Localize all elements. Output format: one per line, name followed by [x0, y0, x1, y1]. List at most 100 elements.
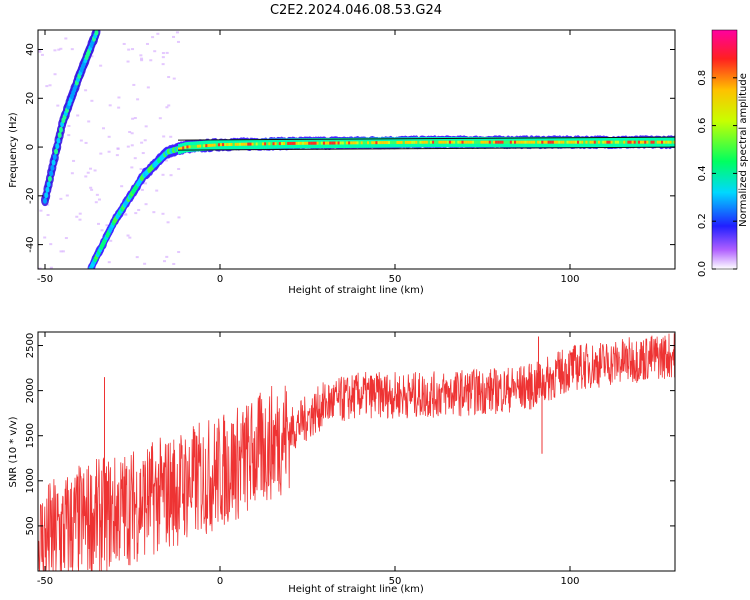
band-core — [270, 142, 274, 146]
snr-x-tick-label: -50 — [37, 576, 53, 587]
band-core — [671, 140, 675, 144]
spectrogram-x-ticks: -50 0 50 100 — [37, 30, 580, 285]
noise-dot — [64, 37, 68, 40]
band-core — [327, 141, 331, 145]
band-core — [272, 142, 276, 146]
band-core — [341, 141, 345, 145]
band-core — [322, 141, 326, 145]
band-core — [661, 140, 664, 144]
band-core — [442, 140, 446, 144]
noise-dot — [131, 117, 135, 120]
snr-line — [38, 333, 675, 571]
noise-dot — [70, 172, 74, 175]
band-core — [232, 142, 236, 146]
band-core — [276, 142, 280, 146]
noise-dot — [59, 250, 63, 253]
noise-dot — [163, 260, 167, 263]
band-core — [184, 145, 188, 149]
band-core — [249, 142, 253, 146]
noise-dot — [116, 147, 120, 150]
band-core — [432, 140, 436, 144]
band-core — [480, 140, 484, 144]
noise-dot — [78, 212, 82, 215]
noise-dot — [144, 182, 148, 185]
noise-dot — [128, 130, 132, 133]
spectrogram-y-tick-label: -40 — [25, 236, 36, 252]
noise-dot — [87, 120, 91, 123]
band-core — [419, 140, 423, 144]
noise-dot — [84, 175, 88, 178]
noise-dot — [152, 211, 156, 214]
band-core — [469, 140, 473, 144]
band-core — [434, 140, 438, 144]
band-core — [186, 145, 190, 149]
band-core — [514, 140, 517, 144]
noise-dot — [43, 236, 47, 239]
band-core — [220, 143, 223, 147]
noise-dot — [137, 208, 141, 211]
band-core — [430, 140, 433, 144]
band-core — [381, 141, 385, 145]
band-core — [287, 141, 291, 145]
noise-dot — [161, 56, 165, 59]
band-core — [451, 140, 454, 144]
band-core — [274, 142, 278, 146]
band-core — [350, 141, 354, 145]
spectrogram-y-tick-label: -20 — [25, 188, 36, 204]
band-core — [673, 140, 675, 144]
band-core — [570, 140, 574, 144]
band-core — [652, 140, 656, 144]
band-core — [264, 142, 268, 146]
noise-dot — [124, 213, 128, 216]
colorbar-tick-label: 0.2 — [697, 213, 708, 229]
noise-dot — [161, 173, 165, 176]
trace-blob-inner — [50, 164, 55, 171]
noise-dot — [132, 83, 136, 86]
noise-dot — [130, 144, 134, 147]
snr-panel: -50 0 50 100 500 1000 1500 2000 2500 Height of … — [8, 331, 676, 595]
noise-dot — [105, 224, 109, 227]
band-core — [385, 141, 389, 145]
band-core — [356, 141, 360, 145]
noise-dot — [79, 139, 83, 142]
band-core — [394, 140, 398, 144]
snr-x-tick-label: 0 — [217, 576, 223, 587]
band-core — [301, 141, 305, 145]
noise-dot — [139, 167, 143, 170]
band-edge-bottom — [177, 146, 675, 151]
band-core — [192, 145, 196, 149]
band-core — [505, 140, 509, 144]
band-core — [566, 140, 570, 144]
noise-dot — [108, 104, 112, 107]
snr-y-tick-label: 2000 — [25, 378, 36, 403]
chart-title: C2E2.2024.046.08.53.G24 — [270, 3, 442, 18]
band-core — [518, 140, 522, 144]
band-core — [461, 140, 465, 144]
band-core — [402, 140, 406, 144]
noise-dot — [39, 209, 43, 212]
band-core — [549, 140, 553, 144]
noise-dot — [126, 60, 130, 63]
band-edge-top — [177, 136, 675, 141]
noise-dot — [126, 145, 130, 148]
band-core — [354, 141, 358, 145]
noise-dot — [134, 212, 138, 215]
band-core — [541, 140, 545, 144]
band-core — [188, 145, 192, 149]
spectrogram-y-tick-label: 0 — [25, 144, 36, 150]
noise-dot — [93, 169, 97, 172]
band-core — [333, 141, 337, 145]
band-core — [325, 141, 328, 145]
spectrogram-panel: -50 0 50 100 -40 -20 0 20 40 Height of straight… — [8, 29, 676, 296]
band-core — [438, 140, 442, 144]
noise-dot — [61, 250, 65, 253]
band-core — [650, 140, 654, 144]
band-core — [203, 144, 207, 148]
spectrogram-y-tick-label: 20 — [25, 92, 36, 105]
band-core — [545, 140, 549, 144]
noise-dot — [70, 48, 74, 51]
band-core — [635, 140, 639, 144]
noise-dot — [64, 237, 68, 240]
band-core — [293, 141, 297, 145]
trace-blob-inner — [43, 197, 47, 204]
